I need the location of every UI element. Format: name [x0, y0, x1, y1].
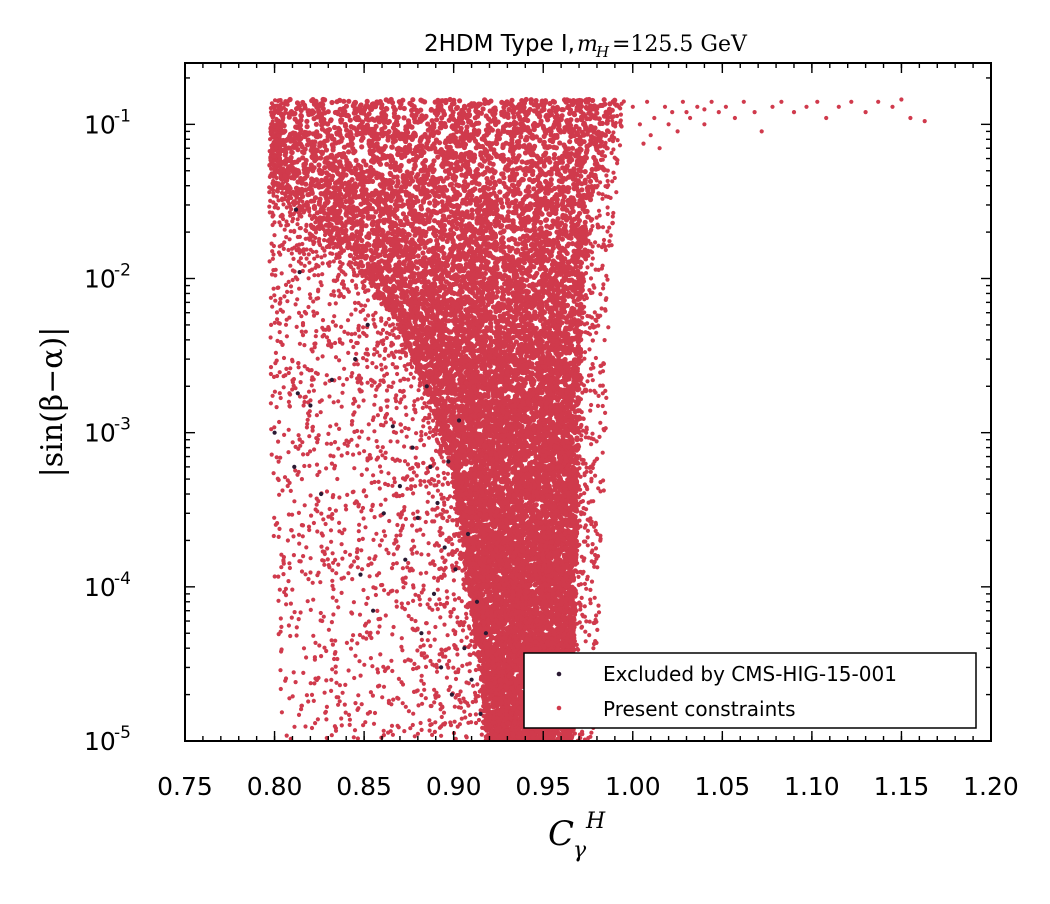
data-point-present [366, 111, 372, 117]
chart-title: 2HDM Type I, m H =125.5 GeV [424, 31, 748, 61]
points-layer [267, 96, 927, 741]
data-point-present [560, 107, 566, 113]
data-point-present [347, 252, 353, 259]
data-point-present [515, 241, 521, 247]
data-point-present [404, 293, 410, 299]
data-point-present [434, 268, 441, 274]
data-point-present [551, 152, 558, 158]
data-point-present [454, 220, 460, 227]
data-point-present [303, 181, 309, 187]
data-point-present [425, 121, 431, 127]
data-point-present [410, 97, 416, 103]
data-point-present [304, 118, 310, 124]
data-point-present [394, 174, 400, 180]
data-point-present [322, 165, 328, 171]
data-point-present [348, 124, 354, 130]
data-point-present [543, 206, 550, 212]
data-point-present [524, 353, 530, 359]
data-point-present [311, 203, 317, 210]
data-point-present [601, 97, 607, 103]
data-point-present [311, 116, 317, 122]
data-point-present [582, 169, 588, 175]
data-point-present [502, 325, 508, 331]
data-point-present [404, 169, 410, 175]
data-point-present [401, 261, 407, 267]
data-point-present [318, 155, 324, 161]
data-point-present [454, 182, 460, 188]
data-point-present [363, 162, 369, 168]
data-point-present [359, 144, 365, 150]
data-point-present [305, 192, 311, 198]
data-point-present [500, 204, 506, 210]
data-point-present [317, 196, 323, 202]
data-point-present [298, 112, 304, 119]
data-point-present [384, 161, 390, 167]
data-point-present [459, 172, 465, 178]
data-point-present [462, 179, 468, 185]
